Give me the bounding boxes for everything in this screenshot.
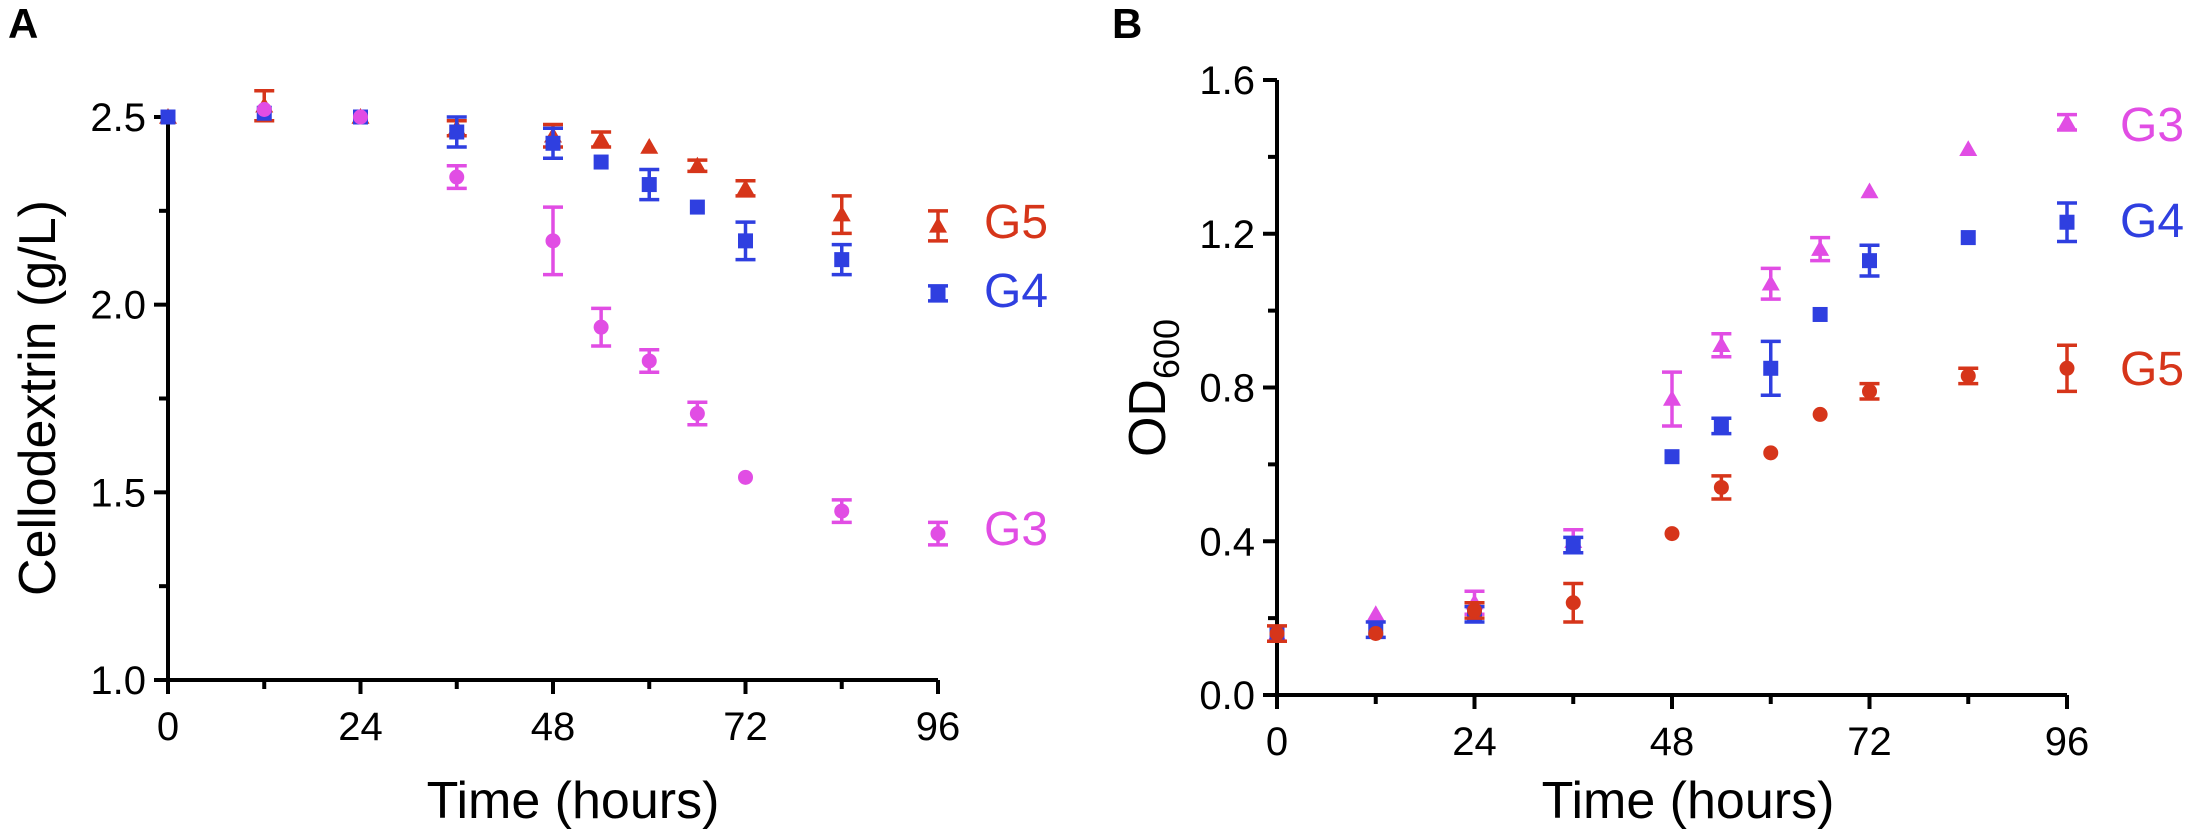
data-point <box>353 109 368 125</box>
data-point <box>449 169 465 185</box>
x-tick-label: 24 <box>1452 720 1497 764</box>
x-tick-label: 96 <box>916 705 961 749</box>
legend-label-G3: G3 <box>2120 99 2184 152</box>
data-point <box>1713 479 1729 495</box>
data-point <box>1664 526 1680 542</box>
data-point <box>256 101 272 117</box>
data-point <box>1862 253 1877 269</box>
data-point <box>1713 418 1729 434</box>
series-G3 <box>256 101 948 547</box>
data-point <box>2059 360 2075 376</box>
panel-letter: A <box>8 0 38 47</box>
data-point <box>592 130 611 147</box>
data-point <box>1368 626 1384 641</box>
data-point <box>641 177 657 193</box>
data-point <box>1812 406 1828 422</box>
data-point <box>449 124 465 140</box>
data-point <box>545 135 561 151</box>
data-point <box>1811 240 1830 256</box>
series-G4 <box>160 105 948 303</box>
x-tick-label: 0 <box>1266 720 1288 764</box>
y-tick-label: 1.6 <box>1199 59 1255 103</box>
x-tick-label: 48 <box>1650 720 1695 764</box>
data-point <box>738 469 753 485</box>
y-tick-label: 0.0 <box>1199 674 1255 718</box>
data-point <box>832 205 851 222</box>
x-tick-label: 24 <box>338 705 383 749</box>
data-point <box>1565 595 1581 611</box>
data-point <box>1467 602 1482 618</box>
x-tick-label: 0 <box>157 705 179 749</box>
chart-panel-A: A 0 24 48 72 96 1.0 1.5 2.0 2.5 Time (hours) Cellod… <box>8 0 1048 830</box>
data-point <box>1565 537 1581 553</box>
data-point <box>1763 360 1779 376</box>
data-point <box>2059 214 2075 230</box>
data-point <box>929 216 947 233</box>
data-point <box>834 252 850 268</box>
data-point <box>2058 113 2076 130</box>
axes <box>166 117 938 682</box>
y-tick-label: 0.4 <box>1199 520 1255 564</box>
data-point <box>1663 390 1681 406</box>
data-point <box>640 138 659 154</box>
y-axis-label: OD600 <box>1119 319 1187 457</box>
y-axis-label-main: OD <box>1119 379 1177 457</box>
data-point <box>545 233 561 249</box>
data-point <box>593 319 609 335</box>
y-axis-label-subscript: 600 <box>1146 319 1187 379</box>
data-point <box>689 199 705 215</box>
data-point <box>1960 230 1976 246</box>
data-point <box>1862 383 1877 399</box>
chart-panel-B: B 0 24 48 72 96 0.0 0.4 0.8 1.2 1.6 Time (hours) OD6… <box>1112 0 2184 830</box>
legend-label-G5: G5 <box>984 196 1048 249</box>
data-point <box>1959 140 1978 156</box>
series-G5 <box>1267 343 2077 643</box>
legend-label-G4: G4 <box>2120 195 2184 248</box>
data-point <box>1664 449 1680 465</box>
x-tick-label: 72 <box>1847 720 1892 764</box>
data-point <box>1761 274 1780 291</box>
x-tick-label: 72 <box>723 705 768 749</box>
data-point <box>738 233 753 249</box>
data-point <box>930 285 946 301</box>
y-tick-label: 1.5 <box>90 471 146 515</box>
y-tick-label: 1.2 <box>1199 213 1255 257</box>
data-point <box>641 353 657 369</box>
data-point <box>930 526 946 542</box>
data-point <box>1366 605 1385 622</box>
legend-label-G3: G3 <box>984 503 1048 556</box>
y-tick-label: 2.0 <box>90 284 146 328</box>
y-tick-label: 0.8 <box>1199 367 1255 411</box>
x-axis-label: Time (hours) <box>1542 772 1835 830</box>
data-point <box>1960 368 1976 384</box>
x-tick-label: 48 <box>531 705 576 749</box>
data-point <box>688 156 707 173</box>
x-tick-label: 96 <box>2045 720 2090 764</box>
data-point <box>834 503 850 519</box>
data-point <box>1712 336 1731 352</box>
data-point <box>160 109 176 125</box>
data-point <box>689 406 705 422</box>
data-point <box>736 179 755 196</box>
series-G3 <box>1268 112 2077 641</box>
legend-label-G5: G5 <box>2120 343 2184 396</box>
legend-label-G4: G4 <box>984 265 1048 318</box>
y-tick-label: 1.0 <box>90 659 146 703</box>
x-axis-label: Time (hours) <box>427 772 720 830</box>
panel-letter: B <box>1112 0 1142 47</box>
data-point <box>1763 445 1779 461</box>
data-point <box>1860 182 1879 199</box>
data-point <box>1269 626 1285 641</box>
data-point <box>593 154 609 170</box>
y-axis-label: Cellodextrin (g/L) <box>9 200 67 596</box>
data-point <box>1812 306 1828 322</box>
y-tick-label: 2.5 <box>90 96 146 140</box>
